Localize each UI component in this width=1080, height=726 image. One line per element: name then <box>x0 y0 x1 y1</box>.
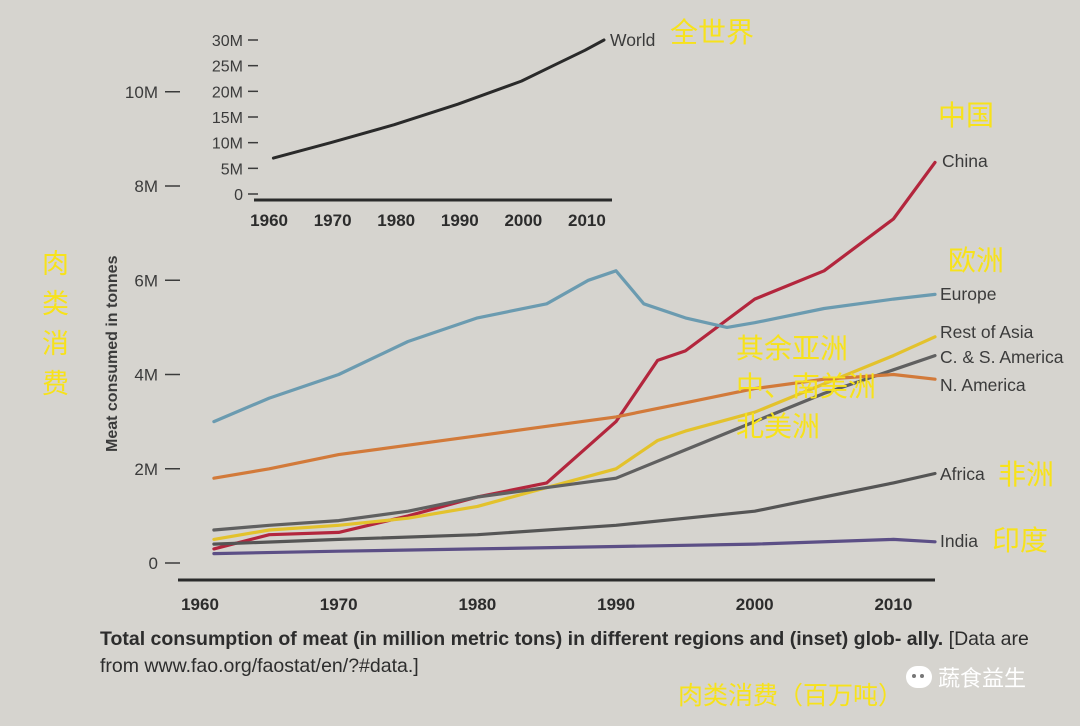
inset-y-tick-label-15M: 15M <box>212 110 243 127</box>
caption-bold: Total consumption of meat (in million me… <box>100 628 944 650</box>
inset-x-tick-label-1960: 1960 <box>250 211 288 230</box>
x-tick-label-1980: 1980 <box>458 595 496 614</box>
y-tick-label-10M: 10M <box>125 83 158 102</box>
china-cn-label: 中国 <box>938 99 994 132</box>
x-tick-label-2000: 2000 <box>736 595 774 614</box>
series-label-india: India <box>940 531 978 551</box>
series-line-europe <box>212 269 937 424</box>
x-tick-label-1990: 1990 <box>597 595 635 614</box>
inset-plot: 1960 1970 1980 1990 2000 2010 0 5M 10M 15M 20M 25M 3… <box>212 30 656 230</box>
x-tick-label-2010: 2010 <box>874 595 912 614</box>
africa-cn-label: 非洲 <box>998 458 1054 491</box>
wechat-icon <box>906 666 932 688</box>
y-tick-label-0: 0 <box>149 554 158 573</box>
x-tick-label-1970: 1970 <box>320 595 358 614</box>
series-label-c-s-america: C. & S. America <box>940 347 1064 367</box>
series-line-africa <box>212 471 937 546</box>
inset-y-tick-label-25M: 25M <box>212 59 243 76</box>
chart-caption: Total consumption of meat (in million me… <box>100 626 1060 680</box>
inset-x-tick-label-2000: 2000 <box>504 211 542 230</box>
inset-x-tick-label-1990: 1990 <box>441 211 479 230</box>
series-line-c-s-america <box>212 354 937 532</box>
y-tick-label-8M: 8M <box>134 177 158 196</box>
ylabel-cn-3: 消 <box>42 329 69 360</box>
series-label-rest-of-asia: Rest of Asia <box>940 322 1034 342</box>
series-line-china <box>212 160 937 551</box>
main-plot: 1960 1970 1980 1990 2000 2010 0 2M 4M 6M 8M 10M Meat… <box>104 83 1064 614</box>
series-label-n-america: N. America <box>940 375 1026 395</box>
x-tick-label-1960: 1960 <box>181 595 219 614</box>
inset-series-label-world: World <box>610 30 655 50</box>
series-line-n-america <box>212 372 937 480</box>
series-label-europe: Europe <box>940 284 996 304</box>
namerica-cn-label: 北美洲 <box>736 410 820 443</box>
inset-y-tick-label-10M: 10M <box>212 136 243 153</box>
inset-x-tick-label-1970: 1970 <box>314 211 352 230</box>
y-tick-label-2M: 2M <box>134 460 158 479</box>
series-line-india <box>212 537 937 556</box>
series-label-africa: Africa <box>940 464 985 484</box>
watermark-text: 蔬食益生 <box>938 667 1027 692</box>
footer-cn-label: 肉类消费（百万吨） <box>678 681 904 710</box>
inset-y-tick-label-5M: 5M <box>221 161 243 178</box>
caption-source: [Data are from www.fao.org/faostat/en/?#… <box>100 628 1029 677</box>
series-label-china: China <box>942 151 988 171</box>
y-axis-label: Meat consumed in tonnes <box>104 255 121 452</box>
y-tick-label-4M: 4M <box>134 366 158 385</box>
inset-x-tick-label-2010: 2010 <box>568 211 606 230</box>
ylabel-cn-4: 费 <box>42 369 69 400</box>
ylabel-cn-1: 肉 <box>42 249 69 280</box>
inset-y-tick-label-0: 0 <box>234 187 243 204</box>
asia-cn-label: 其余亚洲 <box>736 332 848 365</box>
inset-x-tick-label-1980: 1980 <box>377 211 415 230</box>
inset-y-tick-label-20M: 20M <box>212 84 243 101</box>
y-tick-label-6M: 6M <box>134 271 158 290</box>
series-line-rest-of-asia <box>212 335 937 541</box>
ylabel-cn-2: 类 <box>42 289 69 320</box>
chinese-annotations: 全世界 中国 欧洲 其余亚洲 中、南美洲 北美洲 非洲 印度 肉 类 消 费 <box>42 16 1054 557</box>
inset-series-line-world <box>271 38 606 160</box>
europe-cn-label: 欧洲 <box>948 244 1004 277</box>
watermark: 蔬食益生 <box>906 661 1026 693</box>
america-cn-label: 中、南美洲 <box>736 370 876 403</box>
world-cn-label: 全世界 <box>670 16 754 49</box>
inset-y-tick-label-30M: 30M <box>212 33 243 50</box>
india-cn-label: 印度 <box>992 524 1048 557</box>
